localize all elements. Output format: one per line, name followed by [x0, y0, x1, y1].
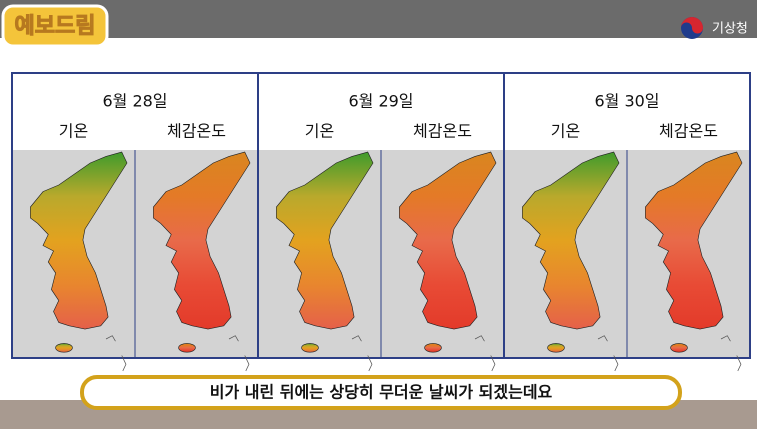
top-band [0, 0, 757, 38]
panel-date: 6월 28일 [102, 92, 167, 111]
agency-emblem-red [681, 17, 703, 34]
subtitle: 비가 내린 뒤에는 상당히 무더운 날씨가 되겠는데요 [210, 383, 553, 402]
panel-date: 6월 29일 [348, 92, 413, 111]
map-label: 기온 [59, 122, 88, 141]
subtitle-box [80, 375, 682, 410]
map-label: 기온 [551, 122, 580, 141]
map-label: 기온 [305, 122, 334, 141]
logo: 예보드림 [15, 14, 96, 39]
agency: 기상청 [712, 22, 748, 37]
logo-badge [1, 4, 109, 48]
panel-date: 6월 30일 [594, 92, 659, 111]
map-label: 체감온도 [167, 122, 226, 141]
map-label: 체감온도 [413, 122, 472, 141]
map-label: 체감온도 [659, 122, 718, 141]
